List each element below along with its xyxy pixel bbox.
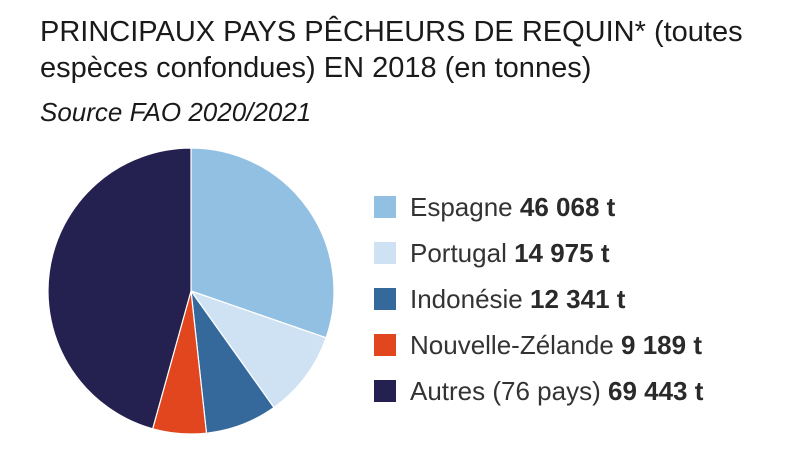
legend-item-1: Portugal 14 975 t (374, 230, 703, 276)
legend-label: Portugal 14 975 t (410, 238, 609, 268)
legend-label: Indonésie 12 341 t (410, 284, 625, 314)
legend-country-name: Portugal (410, 238, 507, 268)
legend-swatch (374, 380, 396, 402)
legend-value: 14 975 t (514, 238, 610, 268)
legend-swatch (374, 334, 396, 356)
pie-slice-4 (47, 147, 192, 430)
legend-country-name: Nouvelle-Zélande (410, 330, 614, 360)
pie-slice-0 (190, 147, 335, 339)
legend-country-name: Autres (76 pays) (410, 376, 601, 406)
legend-country-name: Indonésie (410, 284, 523, 314)
legend-country-name: Espagne (410, 192, 513, 222)
chart-subtitle: Source FAO 2020/2021 (40, 97, 312, 127)
legend-label: Espagne 46 068 t (410, 192, 615, 222)
chart-title: PRINCIPAUX PAYS PÊCHEURS DE REQUIN* (tou… (40, 16, 743, 84)
legend-item-4: Autres (76 pays) 69 443 t (374, 368, 703, 414)
legend-value: 12 341 t (530, 284, 626, 314)
pie-chart (47, 147, 335, 435)
legend-label: Nouvelle-Zélande 9 189 t (410, 330, 702, 360)
legend-value: 69 443 t (607, 376, 704, 406)
legend-item-3: Nouvelle-Zélande 9 189 t (374, 322, 703, 368)
chart-legend: Espagne 46 068 t Portugal 14 975 t Indonés… (374, 184, 703, 414)
legend-label: Autres (76 pays) 69 443 t (410, 376, 703, 406)
pie-slice-1 (189, 289, 327, 409)
legend-value: 9 189 t (621, 330, 702, 360)
legend-swatch (374, 242, 396, 264)
legend-swatch (374, 288, 396, 310)
legend-item-2: Indonésie 12 341 t (374, 276, 703, 322)
legend-item-0: Espagne 46 068 t (374, 184, 703, 230)
legend-value: 46 068 t (519, 192, 616, 222)
legend-swatch (374, 196, 396, 218)
